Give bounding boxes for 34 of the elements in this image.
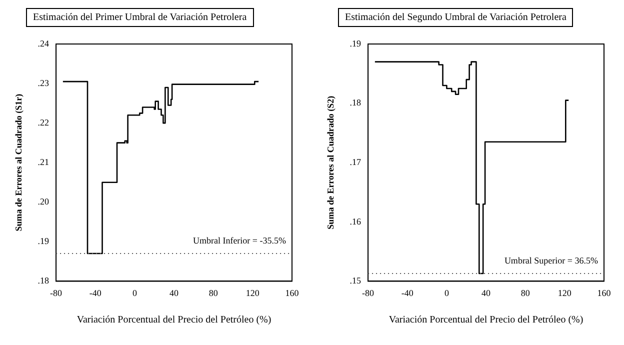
- y-tick-label: .24: [38, 38, 50, 48]
- y-tick-label: .21: [38, 156, 50, 167]
- x-tick-label: 40: [482, 288, 492, 298]
- y-tick-label: .18: [38, 276, 50, 286]
- x-tick-label: -80: [50, 288, 63, 298]
- chart-title: Estimación del Primer Umbral de Variación Petrolera: [26, 8, 254, 27]
- y-tick-label: .19: [350, 38, 362, 48]
- y-axis-title: Suma de Errores al Cuadrado (S1r): [14, 94, 24, 232]
- x-tick-label: 160: [285, 288, 300, 298]
- x-tick-label: 80: [520, 288, 530, 298]
- x-tick-label: -40: [89, 288, 102, 298]
- y-axis-title: Suma de Errores al Cuadrado (S2): [326, 96, 336, 230]
- x-tick-label: 0: [444, 288, 450, 298]
- y-tick-label: .22: [38, 117, 50, 128]
- x-tick-label: 80: [208, 288, 218, 298]
- y-tick-label: .18: [350, 98, 362, 108]
- x-axis-title: Variación Porcentual del Precio del Petróleo (%): [388, 314, 584, 326]
- x-tick-label: 160: [597, 288, 612, 298]
- x-tick-label: 0: [132, 288, 138, 298]
- x-tick-label: -80: [362, 288, 375, 298]
- y-tick-label: .23: [38, 78, 50, 88]
- x-tick-label: 120: [246, 288, 260, 298]
- x-axis-title: Variación Porcentual del Precio del Petróleo (%): [76, 314, 272, 326]
- annotation: Umbral Inferior = -35.5%: [192, 235, 286, 246]
- x-tick-label: -40: [401, 288, 414, 298]
- y-tick-label: .19: [38, 236, 50, 246]
- y-tick-label: .17: [350, 156, 362, 167]
- y-tick-label: .16: [350, 216, 362, 226]
- x-tick-label: 120: [558, 288, 572, 298]
- chart-title: Estimación del Segundo Umbral de Variación Petrolera: [338, 8, 574, 27]
- y-tick-label: .15: [350, 276, 362, 286]
- x-tick-label: 40: [170, 288, 180, 298]
- annotation: Umbral Superior = 36.5%: [504, 255, 598, 266]
- y-tick-label: .20: [38, 196, 50, 206]
